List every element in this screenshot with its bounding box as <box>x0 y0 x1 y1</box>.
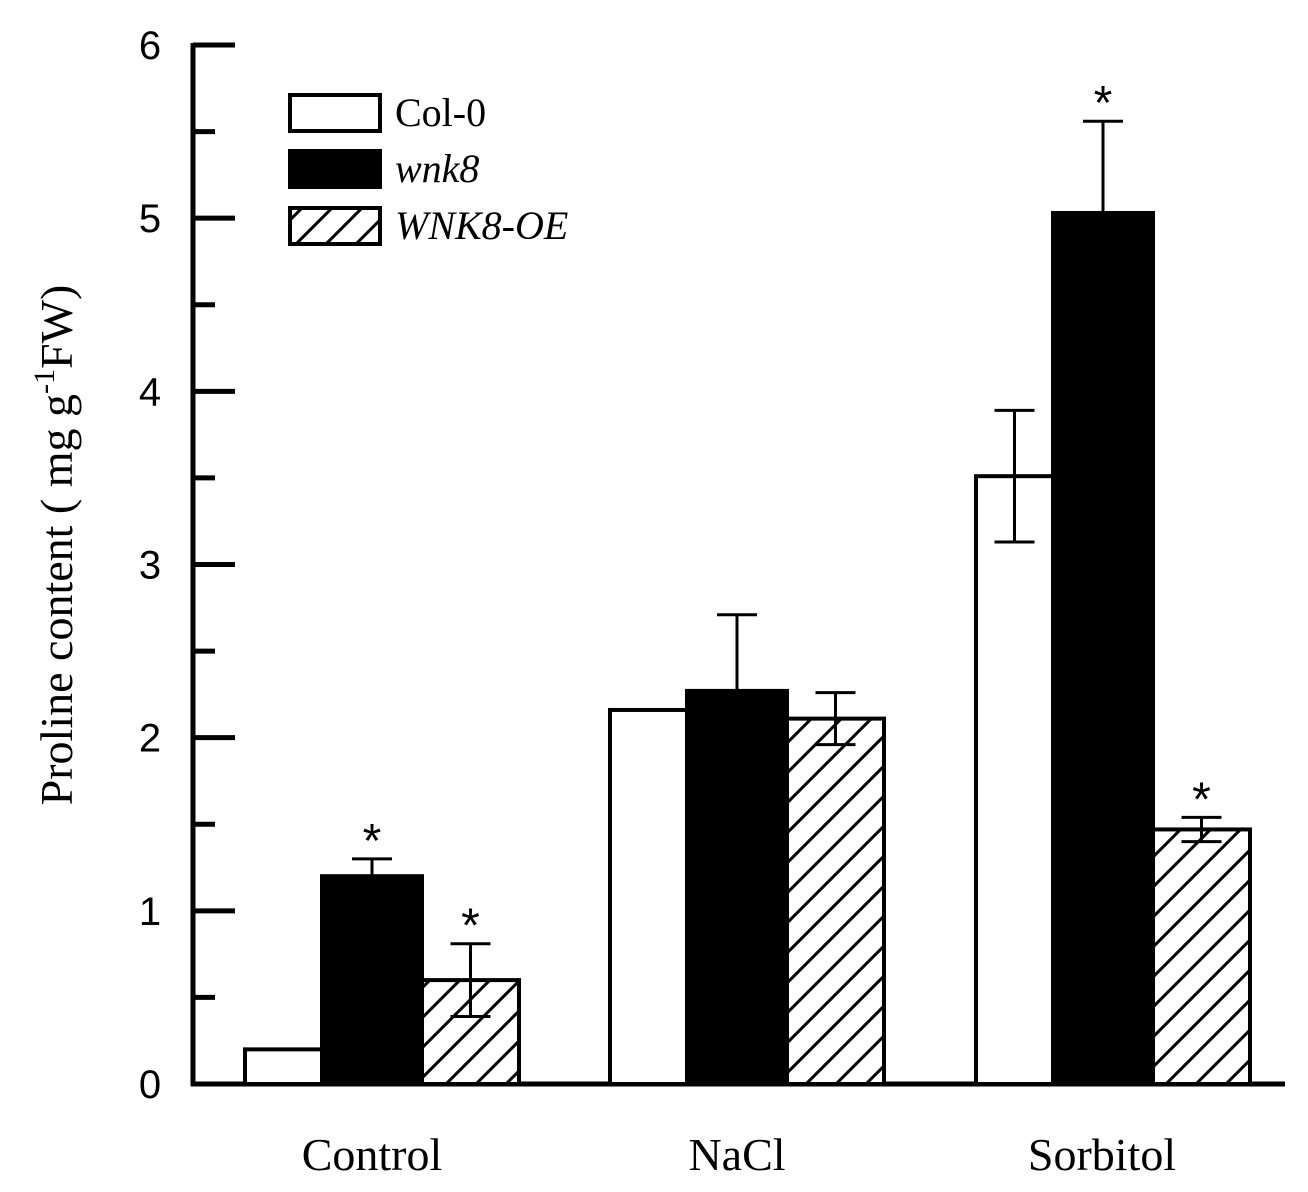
bar-col-0-nacl <box>608 707 689 1087</box>
y-tick-label: 4 <box>139 370 161 414</box>
legend-swatch-wnk8-oe <box>288 206 382 246</box>
x-category-label: Sorbitol <box>1028 1129 1176 1180</box>
bar-wnk8-sorbitol <box>1051 210 1155 1086</box>
y-axis-label-unit: FW) <box>31 285 82 369</box>
legend-label: Col-0 <box>395 90 486 135</box>
y-tick-label: 6 <box>139 24 161 68</box>
significance-marker: * <box>1192 773 1211 826</box>
y-axis-label-superscript: -1 <box>28 369 61 394</box>
bar-col-0-sorbitol <box>974 474 1055 1086</box>
y-tick-label: 1 <box>139 890 161 934</box>
legend-label: wnk8 <box>395 146 479 191</box>
bar-wnk8-oe-sorbitol <box>1151 827 1252 1086</box>
y-tick-label: 3 <box>139 544 161 588</box>
bar-wnk8-oe-nacl <box>785 716 886 1086</box>
y-tick-label: 5 <box>139 197 161 241</box>
bar-wnk8-control <box>320 874 424 1087</box>
bar-col-0-control <box>243 1047 324 1087</box>
legend-swatch-col-0 <box>288 93 382 133</box>
x-category-label: NaCl <box>688 1129 785 1180</box>
y-axis-label: Proline content ( mg g-1FW) <box>28 285 82 806</box>
y-tick-label: 0 <box>139 1063 161 1107</box>
significance-marker: * <box>461 900 480 953</box>
legend-swatch-wnk8 <box>288 149 382 189</box>
x-category-label: Control <box>302 1129 443 1180</box>
y-tick-label: 2 <box>139 717 161 761</box>
y-axis-label-main: Proline content ( mg g <box>31 394 82 805</box>
legend-label: WNK8-OE <box>395 203 568 248</box>
significance-marker: * <box>363 815 382 868</box>
significance-marker: * <box>1094 77 1113 130</box>
